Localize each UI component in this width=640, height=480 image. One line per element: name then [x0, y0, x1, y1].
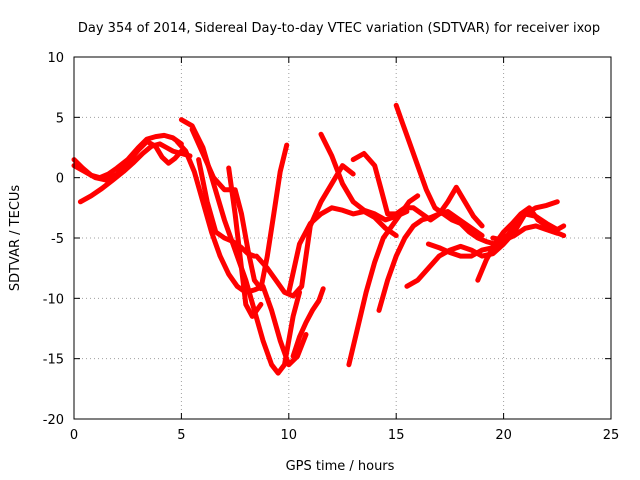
y-tick-label: 0 — [56, 172, 64, 187]
chart-title: Day 354 of 2014, Sidereal Day-to-day VTE… — [78, 21, 600, 36]
y-tick-label: 10 — [47, 51, 64, 66]
series-line-s6 — [189, 126, 290, 292]
x-tick-label: 15 — [388, 428, 405, 443]
series-line-s1 — [71, 132, 184, 181]
x-axis-label: GPS time / hours — [286, 459, 395, 474]
series-line-s14 — [350, 151, 485, 239]
y-tick-label: -10 — [43, 292, 64, 307]
series-line-s20 — [490, 223, 560, 243]
series-line-s15 — [393, 102, 515, 247]
y-tick-label: -20 — [43, 413, 64, 428]
axis-ticks — [73, 56, 612, 420]
grid-lines — [74, 57, 611, 419]
series-line-s12 — [290, 286, 326, 359]
y-tick-labels: -20 -15 -10 -5 0 5 10 — [43, 51, 64, 428]
series-line-s7 — [196, 157, 257, 259]
y-axis-label: SDTVAR / TECUs — [8, 185, 23, 292]
data-series — [71, 102, 567, 376]
x-tick-label: 25 — [603, 428, 620, 443]
x-tick-label: 5 — [177, 428, 185, 443]
series-line-s3 — [71, 139, 184, 183]
x-tick-labels: 0 5 10 15 20 25 — [70, 428, 619, 443]
y-tick-label: -5 — [51, 232, 64, 247]
x-tick-label: 10 — [281, 428, 298, 443]
y-tick-label: 5 — [56, 111, 64, 126]
y-tick-label: -15 — [43, 353, 64, 368]
x-tick-label: 0 — [70, 428, 78, 443]
series-line-s10 — [286, 205, 399, 295]
series-line-s2 — [77, 141, 193, 205]
x-tick-label: 20 — [495, 428, 512, 443]
series-line-s8 — [226, 165, 264, 319]
series-line-s16 — [376, 184, 485, 313]
series-line-s9 — [254, 163, 356, 299]
series-line-s11 — [318, 131, 410, 223]
